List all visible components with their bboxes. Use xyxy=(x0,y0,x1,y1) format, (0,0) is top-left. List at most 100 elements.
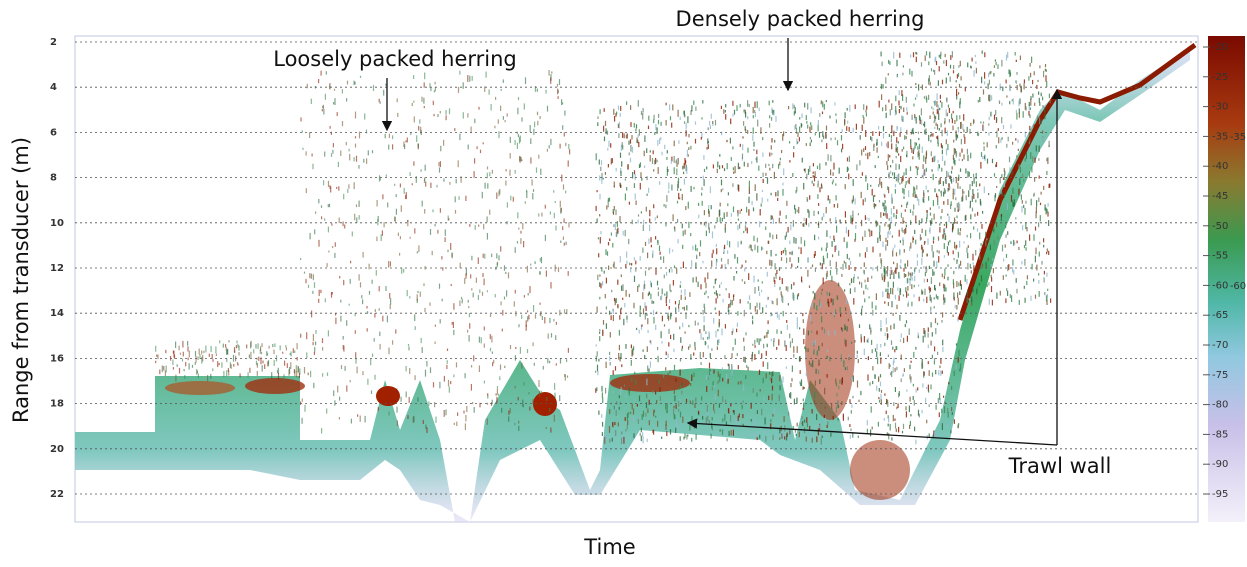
echo-speckle xyxy=(668,182,670,190)
echo-speckle xyxy=(714,225,716,229)
echo-speckle xyxy=(888,133,890,137)
echo-speckle xyxy=(905,320,908,324)
echo-speckle xyxy=(669,284,671,291)
echo-speckle xyxy=(340,150,342,156)
echo-speckle xyxy=(546,397,548,401)
echo-speckle xyxy=(755,431,757,437)
echo-speckle xyxy=(547,358,549,364)
echo-speckle xyxy=(884,269,886,275)
echo-speckle xyxy=(215,353,217,356)
echo-speckle xyxy=(934,188,936,193)
echo-speckle xyxy=(339,396,341,401)
echo-speckle xyxy=(609,356,611,361)
echo-speckle xyxy=(936,124,939,130)
echo-speckle xyxy=(995,164,997,168)
echo-speckle xyxy=(660,295,663,300)
echo-speckle xyxy=(933,260,935,267)
echo-speckle xyxy=(601,414,603,418)
echo-speckle xyxy=(342,221,344,227)
echo-speckle xyxy=(234,349,236,353)
echo-speckle xyxy=(225,347,227,351)
echo-speckle xyxy=(731,369,733,376)
echo-speckle xyxy=(765,373,767,379)
echo-speckle xyxy=(822,131,824,137)
echo-speckle xyxy=(517,397,519,401)
echo-speckle xyxy=(880,212,882,218)
echo-speckle xyxy=(902,187,904,194)
echo-speckle xyxy=(687,434,689,437)
echo-speckle xyxy=(530,157,532,164)
echo-speckle xyxy=(486,402,489,405)
echo-speckle xyxy=(835,261,837,268)
echo-speckle xyxy=(879,234,881,242)
echo-speckle xyxy=(520,157,522,161)
echo-speckle xyxy=(914,426,916,432)
echo-speckle xyxy=(212,368,214,372)
echo-speckle xyxy=(403,268,405,273)
echo-speckle xyxy=(290,351,292,357)
echo-speckle xyxy=(922,173,924,179)
echo-speckle xyxy=(1016,72,1018,75)
echo-speckle xyxy=(902,65,904,68)
echo-speckle xyxy=(739,166,741,169)
echo-speckle xyxy=(609,362,611,366)
echo-speckle xyxy=(810,363,812,367)
echo-speckle xyxy=(797,141,799,144)
echo-speckle xyxy=(891,437,893,441)
echo-speckle xyxy=(977,189,979,192)
echo-speckle xyxy=(894,349,896,353)
echo-speckle xyxy=(833,162,835,170)
echo-speckle xyxy=(1030,72,1032,78)
echo-speckle xyxy=(774,280,776,285)
echo-speckle xyxy=(428,401,430,406)
echo-speckle xyxy=(457,160,459,168)
echo-speckle xyxy=(780,257,783,261)
echo-speckle xyxy=(941,155,944,161)
echo-speckle xyxy=(688,346,690,350)
echo-speckle xyxy=(702,175,704,180)
x-axis-label: Time xyxy=(583,535,635,559)
echo-speckle xyxy=(514,170,516,174)
echo-speckle xyxy=(253,349,255,354)
echo-speckle xyxy=(898,426,900,433)
echo-speckle xyxy=(609,409,611,415)
echo-speckle xyxy=(1005,254,1008,258)
echo-speckle xyxy=(418,125,420,131)
echo-speckle xyxy=(785,231,788,237)
echo-speckle xyxy=(990,71,992,74)
echo-speckle xyxy=(597,122,599,126)
echo-speckle xyxy=(555,321,557,325)
echo-speckle xyxy=(937,138,939,144)
echo-speckle xyxy=(345,141,347,146)
echo-speckle xyxy=(754,418,756,425)
echo-speckle xyxy=(938,250,940,254)
echo-speckle xyxy=(1016,240,1018,244)
echo-speckle xyxy=(901,227,903,232)
echo-speckle xyxy=(663,374,665,378)
echo-speckle xyxy=(609,238,611,241)
echo-speckle xyxy=(414,314,416,321)
echo-speckle xyxy=(1042,130,1044,134)
echo-speckle xyxy=(496,386,499,389)
echo-speckle xyxy=(767,329,769,334)
echo-speckle xyxy=(979,97,981,102)
echo-speckle xyxy=(899,249,901,256)
echo-speckle xyxy=(928,265,930,270)
echo-speckle xyxy=(966,297,968,304)
echo-speckle xyxy=(894,387,896,392)
echo-speckle xyxy=(891,269,893,275)
echo-speckle xyxy=(424,164,426,171)
echo-speckle xyxy=(957,297,959,305)
echo-speckle xyxy=(718,403,720,408)
echo-speckle xyxy=(1033,192,1035,196)
echo-speckle xyxy=(894,110,896,116)
echo-speckle xyxy=(832,298,834,306)
echo-speckle xyxy=(454,128,456,132)
echo-speckle xyxy=(939,365,941,369)
echo-speckle xyxy=(786,257,788,264)
echo-speckle xyxy=(888,187,890,194)
echo-speckle xyxy=(953,217,956,224)
echo-speckle xyxy=(921,244,923,250)
echo-speckle xyxy=(944,160,946,166)
echo-speckle xyxy=(372,84,375,91)
